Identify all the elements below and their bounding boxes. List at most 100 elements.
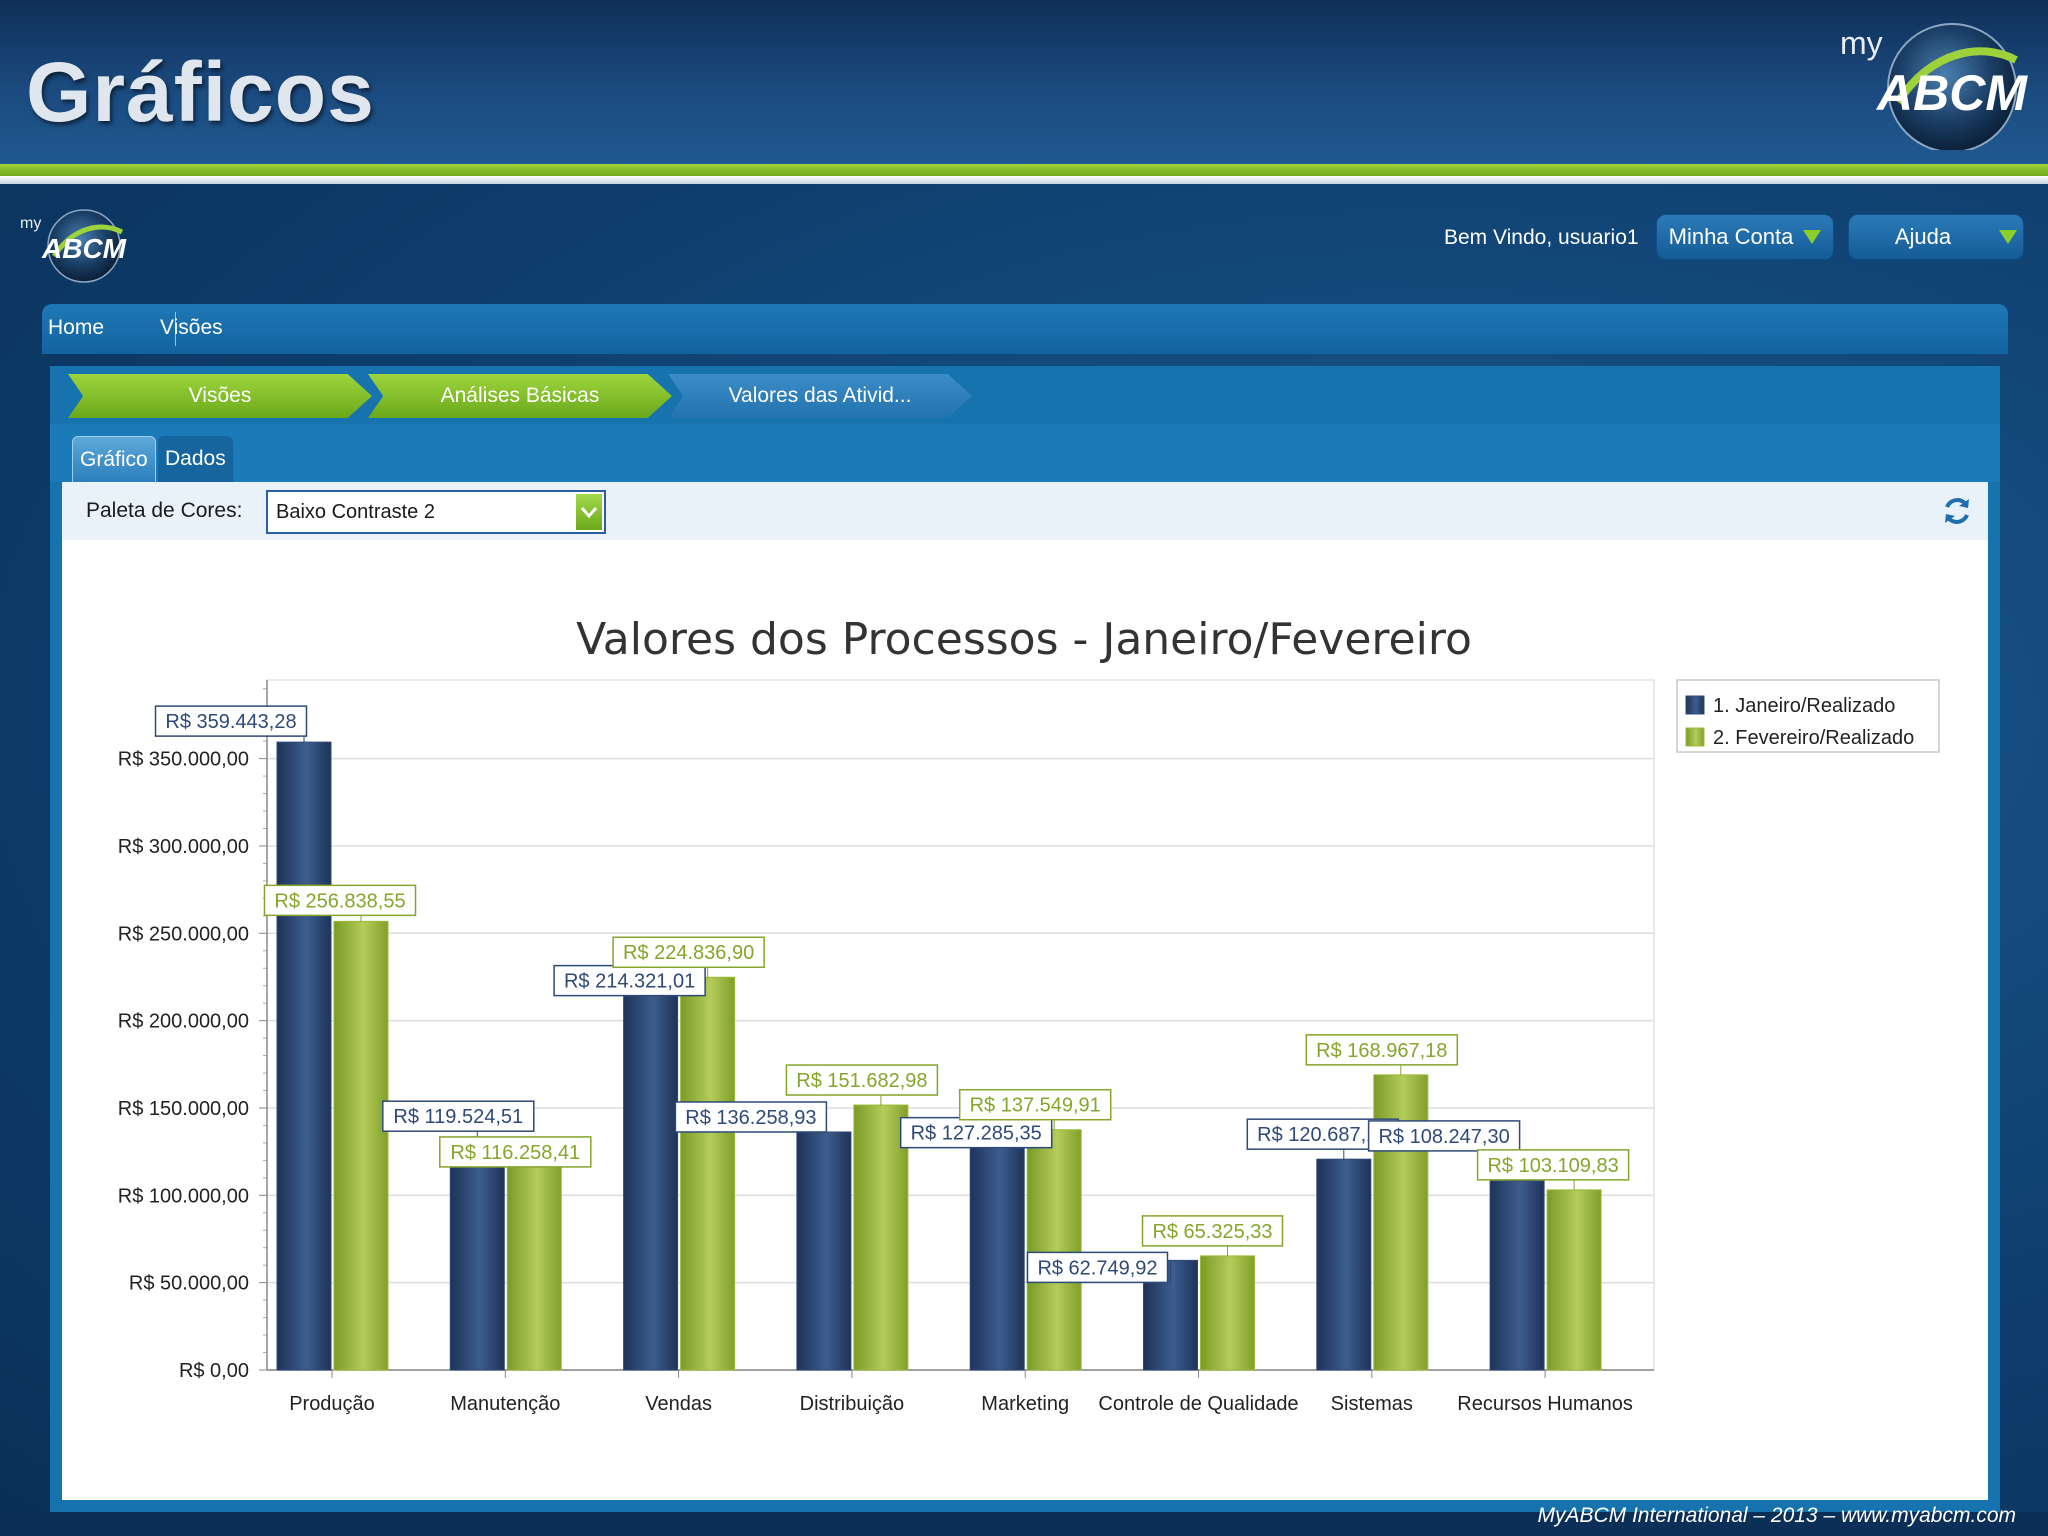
- help-button[interactable]: Ajuda: [1848, 214, 2024, 260]
- data-label-box: [1141, 1215, 1284, 1247]
- nav-item-visoes[interactable]: Visões: [160, 316, 223, 339]
- data-label-text: R$ 136.258,93: [685, 1107, 816, 1129]
- data-label: R$ 214.321,01: [553, 964, 706, 997]
- bar-janeiro: [796, 1131, 852, 1371]
- chart-legend: 1. Janeiro/Realizado 2. Fevereiro/Realiza…: [1676, 679, 1940, 753]
- svg-text:my: my: [20, 215, 41, 232]
- data-label: R$ 168.967,18: [1305, 1034, 1459, 1075]
- svg-text:ABCM: ABCM: [1875, 65, 2028, 121]
- chevron-down-icon: [1803, 230, 1822, 244]
- data-label-text: R$ 137.549,91: [970, 1095, 1101, 1117]
- bar-janeiro: [969, 1147, 1025, 1371]
- data-label-box: [263, 884, 417, 917]
- refresh-icon[interactable]: [1940, 494, 1974, 528]
- footer-band: [0, 1512, 2048, 1536]
- slide-title: Gráficos: [26, 45, 375, 139]
- data-label-box: [1026, 1251, 1169, 1284]
- data-label: R$ 137.549,91: [958, 1088, 1112, 1130]
- nav-divider: [175, 312, 176, 346]
- data-label: R$ 136.258,93: [674, 1101, 828, 1133]
- data-label: R$ 224.836,90: [612, 936, 765, 978]
- data-label-box: [785, 1064, 939, 1096]
- x-tick-label: Marketing: [981, 1393, 1069, 1415]
- y-tick-label: R$ 200.000,00: [118, 1011, 249, 1033]
- data-label-box: [553, 964, 706, 997]
- data-label-box: [154, 705, 308, 737]
- data-label: R$ 62.749,92: [1026, 1251, 1171, 1284]
- legend-box: [1676, 679, 1940, 753]
- tab-dados[interactable]: Dados: [158, 436, 233, 482]
- x-tick-label: Manutenção: [450, 1393, 560, 1415]
- data-label: R$ 103.109,83: [1476, 1149, 1630, 1190]
- data-label-text: R$ 256.838,55: [274, 890, 405, 912]
- legend-label: 2. Fevereiro/Realizado: [1713, 727, 1914, 749]
- y-tick-label: R$ 300.000,00: [118, 836, 249, 858]
- slide-header: Gráficos: [0, 0, 2048, 168]
- x-tick-label: Produção: [289, 1393, 375, 1415]
- palette-select-value: Baixo Contraste 2: [276, 501, 435, 523]
- account-button[interactable]: Minha Conta: [1656, 214, 1834, 260]
- data-label-text: R$ 127.285,35: [911, 1123, 1042, 1145]
- data-label-text: R$ 65.325,33: [1152, 1221, 1272, 1243]
- welcome-text: Bem Vindo, usuario1: [1444, 226, 1639, 249]
- bar-fevereiro: [680, 976, 736, 1371]
- data-label: R$ 119.524,51: [382, 1100, 535, 1162]
- data-label-box: [674, 1101, 828, 1133]
- bar-fevereiro: [333, 920, 389, 1371]
- data-label-text: R$ 151.682,98: [796, 1070, 927, 1092]
- x-tick-label: Vendas: [645, 1393, 712, 1415]
- app-logo[interactable]: my ABCM: [18, 206, 128, 286]
- chart-title: Valores dos Processos - Janeiro/Fevereir…: [576, 614, 1472, 665]
- palette-select[interactable]: Baixo Contraste 2: [266, 490, 606, 534]
- legend-swatch: [1685, 695, 1705, 715]
- nav-item-home[interactable]: Home: [48, 316, 105, 339]
- data-label-box: [439, 1136, 592, 1168]
- data-label: R$ 65.325,33: [1141, 1215, 1284, 1256]
- data-label-box: [958, 1088, 1112, 1121]
- x-tick-label: Controle de Qualidade: [1098, 1393, 1298, 1415]
- tab-grafico[interactable]: Gráfico: [72, 436, 156, 482]
- bar-janeiro: [1316, 1158, 1372, 1371]
- breadcrumb-valores-atividades[interactable]: Valores das Ativid...: [668, 374, 972, 418]
- chart-panel: Paleta de Cores: Baixo Contraste 2: [62, 482, 1988, 1500]
- y-axis: R$ 0,00 R$ 50.000,00 R$ 100.000,00 R$ 150.0…: [118, 680, 1654, 1382]
- x-axis-labels: Produção Manutenção Vendas Distribuição Mark…: [289, 1370, 1633, 1415]
- bar-chart: Valores dos Processos - Janeiro/Fevereir…: [118, 614, 1940, 1415]
- data-label-box: [1367, 1120, 1521, 1152]
- breadcrumb-analises-basicas[interactable]: Análises Básicas: [368, 374, 672, 418]
- breadcrumb-visoes[interactable]: Visões: [68, 374, 372, 418]
- data-label-box: [1305, 1034, 1459, 1066]
- bar-janeiro: [1489, 1180, 1545, 1371]
- bar-fevereiro: [853, 1104, 909, 1371]
- data-label-text: R$ 224.836,90: [623, 942, 754, 964]
- y-tick-label: R$ 350.000,00: [118, 749, 249, 771]
- slide-footer: MyABCM International – 2013 – www.myabcm…: [1537, 1504, 2016, 1527]
- chevron-down-icon[interactable]: [576, 494, 602, 530]
- header-accent-rule: [0, 164, 2048, 176]
- x-tick-label: Recursos Humanos: [1457, 1393, 1633, 1415]
- bar-fevereiro: [1546, 1189, 1602, 1371]
- chevron-down-icon: [1999, 230, 2018, 244]
- data-label-text: R$ 103.109,83: [1487, 1155, 1618, 1177]
- main-nav: Home Visões: [42, 304, 2008, 354]
- legend-label: 1. Janeiro/Realizado: [1713, 695, 1895, 717]
- data-label-text: R$ 120.687,12: [1257, 1124, 1388, 1146]
- tab-strip: [50, 424, 2000, 482]
- svg-text:my: my: [1840, 25, 1883, 61]
- bar-janeiro: [276, 741, 332, 1371]
- data-label-text: R$ 62.749,92: [1037, 1257, 1157, 1279]
- data-label-text: R$ 108.247,30: [1378, 1126, 1509, 1148]
- account-button-label: Minha Conta: [1668, 224, 1794, 249]
- x-tick-label: Distribuição: [800, 1393, 904, 1415]
- data-label: R$ 359.443,28: [154, 705, 308, 743]
- brand-logo: my ABCM: [1840, 23, 2028, 150]
- legend-swatch: [1685, 727, 1705, 747]
- bar-janeiro: [449, 1160, 505, 1371]
- bar-fevereiro: [1026, 1129, 1082, 1371]
- help-button-label: Ajuda: [1894, 224, 1952, 249]
- y-tick-label: R$ 250.000,00: [118, 923, 249, 945]
- chart-toolbar: Paleta de Cores: Baixo Contraste 2: [62, 482, 1988, 540]
- data-label-text: R$ 119.524,51: [393, 1106, 523, 1128]
- data-label: R$ 127.285,35: [899, 1116, 1053, 1149]
- y-tick-label: R$ 0,00: [179, 1360, 249, 1382]
